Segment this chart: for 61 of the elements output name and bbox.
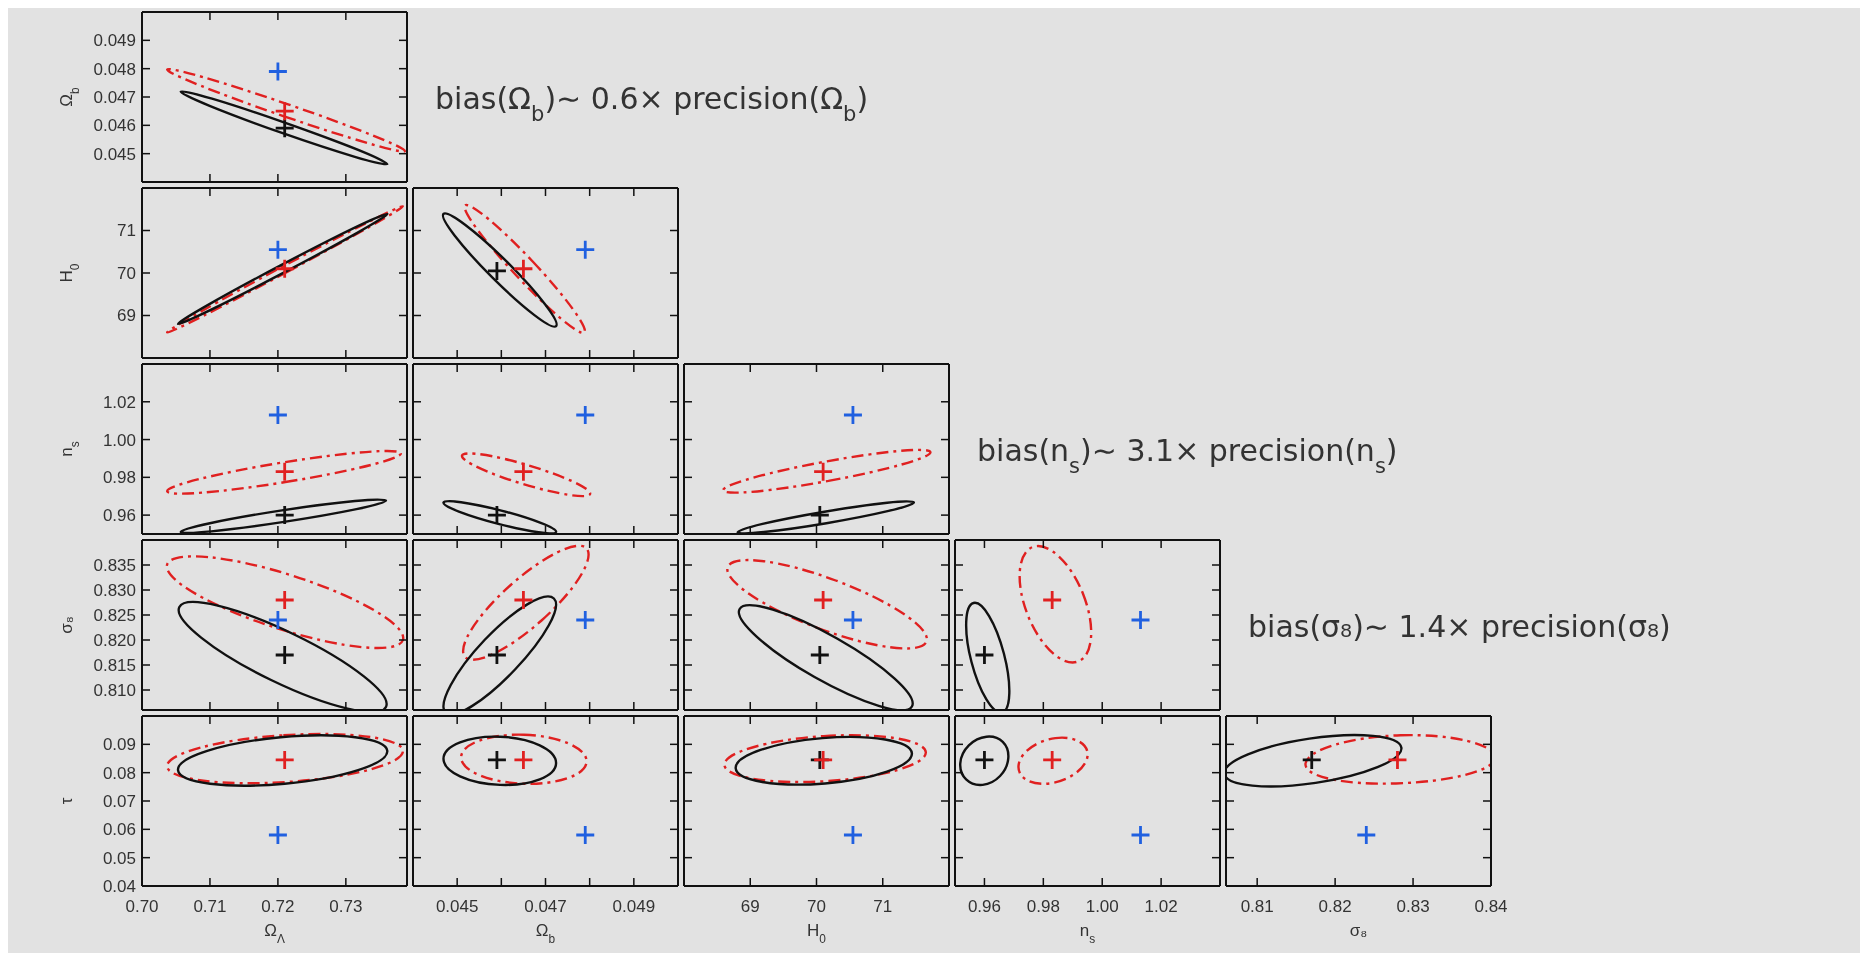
y-tick-label: 1.00: [102, 430, 136, 450]
point: [275, 506, 294, 525]
y-tick-label: 71: [117, 221, 136, 241]
y-tick-label: 0.049: [93, 31, 136, 51]
point: [275, 102, 294, 121]
x-tick-label: 0.82: [1318, 897, 1352, 916]
point: [275, 462, 294, 481]
x-axis-title: H$_{0}$: [807, 921, 827, 946]
y-tick-label: 0.810: [93, 680, 136, 700]
y-tick-label: 0.09: [102, 735, 136, 755]
x-tick-label: 0.045: [435, 897, 479, 916]
x-tick-label: 69: [740, 897, 760, 916]
y-axis-title: τ: [57, 797, 76, 805]
y-tick-label: 0.047: [93, 87, 136, 107]
y-tick-label: 0.05: [102, 848, 136, 868]
text: bias(Ω$_{b}$)∼ 0.6× precision(Ω$_{b}$): [435, 81, 869, 126]
y-tick-label: 1.02: [102, 392, 136, 412]
x-tick-label: 0.81: [1240, 897, 1274, 916]
y-tick-label: 0.06: [102, 820, 136, 840]
text: bias(σ₈)∼ 1.4× precision(σ₈): [1248, 609, 1671, 644]
y-tick-label: 0.04: [102, 876, 136, 896]
point: [268, 406, 287, 424]
x-tick-label: 0.73: [329, 897, 363, 916]
x-tick-label: 1.02: [1144, 897, 1178, 916]
y-tick-label: 0.08: [102, 763, 136, 783]
y-tick-label: 0.98: [102, 468, 136, 488]
y-tick-label: 69: [117, 306, 136, 326]
x-tick-label: 1.00: [1085, 897, 1119, 916]
x-tick-label: 0.049: [612, 897, 656, 916]
x-axis-title: n$_{s}$: [1079, 921, 1096, 946]
x-tick-label: 0.98: [1026, 897, 1060, 916]
y-tick-label: 70: [117, 263, 136, 283]
x-tick-label: 71: [873, 897, 893, 916]
x-tick-label: 0.84: [1474, 897, 1508, 916]
y-tick-label: 0.830: [93, 580, 136, 600]
x-tick-label: 0.70: [125, 897, 159, 916]
y-axis-title: σ₈: [57, 616, 76, 634]
y-tick-label: 0.820: [93, 630, 136, 650]
x-tick-label: 0.72: [261, 897, 295, 916]
point: [275, 591, 294, 609]
point: [275, 119, 294, 138]
point: [275, 646, 294, 664]
y-tick-label: 0.045: [93, 144, 136, 164]
y-tick-label: 0.048: [93, 59, 136, 79]
x-axis-title: Ω$_{b}$: [535, 921, 556, 946]
y-tick-label: 0.07: [102, 791, 136, 811]
point: [268, 62, 287, 81]
point: [268, 611, 287, 629]
y-tick-label: 0.046: [93, 116, 136, 136]
x-tick-label: 0.047: [524, 897, 567, 916]
x-axis-title: Ω$_{Λ}$: [264, 921, 285, 946]
text: bias(n$_{s}$)∼ 3.1× precision(n$_{s}$): [977, 433, 1398, 478]
y-tick-label: 0.815: [93, 655, 136, 675]
y-tick-label: 0.825: [93, 605, 136, 625]
x-tick-label: 0.83: [1396, 897, 1430, 916]
x-tick-label: 0.96: [967, 897, 1001, 916]
x-tick-label: 70: [807, 897, 826, 916]
y-tick-label: 0.835: [93, 555, 136, 575]
y-tick-label: 0.96: [102, 506, 136, 526]
x-axis-title: σ₈: [1349, 921, 1368, 940]
x-tick-label: 0.71: [193, 897, 227, 916]
